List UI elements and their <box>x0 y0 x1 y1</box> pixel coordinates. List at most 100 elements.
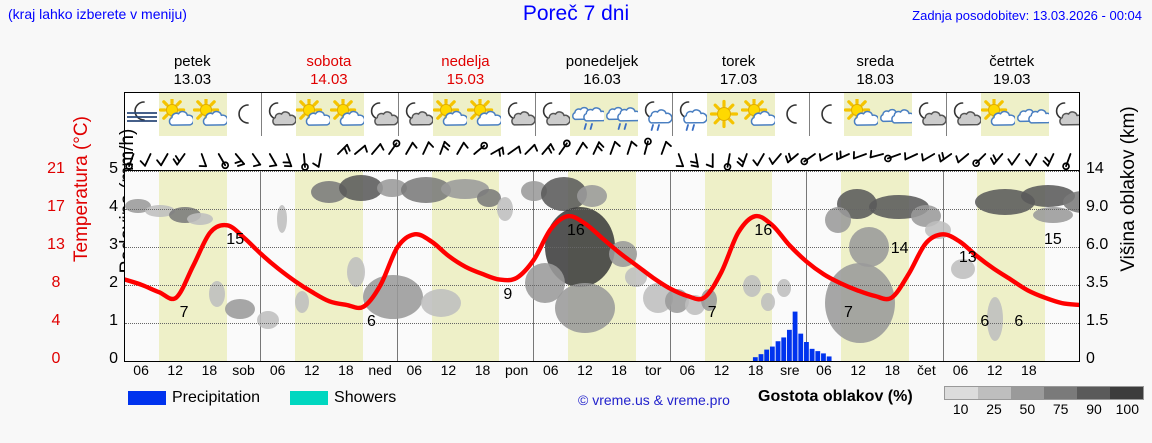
precipitation-bar <box>764 349 770 361</box>
wind-barb <box>660 140 672 155</box>
cloud-blob <box>625 267 647 287</box>
precipitation-bar <box>821 353 826 361</box>
cloud-height-tick-5: 0 <box>1086 350 1095 367</box>
temp-extreme-label-8: 14 <box>890 240 909 258</box>
wind-barb <box>705 153 714 168</box>
cloud-density-step-3 <box>1044 387 1077 399</box>
cloud-height-tick-1: 9.0 <box>1086 198 1109 215</box>
meteogram-plot: 71569167167146131568 <box>124 170 1080 362</box>
wind-barb <box>972 153 987 168</box>
temp-extreme-label-12: 6 <box>980 312 990 330</box>
cloud-blob <box>339 175 383 201</box>
cloud-density-step-2 <box>1011 387 1044 399</box>
time-axis-hour-label: 12 <box>577 362 593 378</box>
cloud-density-tick-5: 100 <box>1115 401 1139 417</box>
wind-barb <box>371 143 385 155</box>
gridline <box>125 171 1079 172</box>
wind-barb <box>251 153 262 168</box>
cloud-icon <box>878 93 912 136</box>
time-axis-day-4: 06 12 18 sre <box>670 362 807 384</box>
wind-barb <box>869 150 884 159</box>
moon-icon <box>227 93 261 136</box>
precipitation-tick-4: 1 <box>109 312 118 329</box>
gridline <box>125 323 1079 324</box>
icon-day-4 <box>673 93 810 136</box>
cloud-density-tick-4: 90 <box>1086 401 1102 417</box>
time-axis-hour-label: 12 <box>304 362 320 378</box>
cloud-density-scale: 10 25 50 75 90 100 <box>944 386 1144 417</box>
plot-slot <box>704 171 739 361</box>
wind-barb <box>217 153 230 170</box>
plot-slot <box>738 171 773 361</box>
temp-extreme-label-1: 15 <box>226 231 245 249</box>
moon-cloud-icon <box>501 93 535 136</box>
time-axis-hour-label: 12 <box>986 362 1003 378</box>
wind-barb <box>690 153 699 168</box>
wind-barb <box>439 140 451 155</box>
day-name: nedelja <box>441 53 490 70</box>
wind-barb <box>675 153 685 168</box>
wind-barb <box>835 150 850 161</box>
moon-icon <box>810 93 844 136</box>
cloud-density-tick-1: 25 <box>986 401 1002 417</box>
cloud-blob <box>311 181 347 203</box>
time-axis-day-label: sre <box>780 362 800 378</box>
day-date: 16.03 <box>583 71 621 88</box>
cloud-blob <box>257 311 279 329</box>
wind-barb <box>558 139 571 155</box>
precipitation-bar <box>792 311 798 361</box>
sun-cloud-icon <box>159 93 193 136</box>
day-header-6: četrtek 19.03 <box>943 52 1080 90</box>
icon-day-1 <box>262 93 399 136</box>
time-axis-hour-label: 18 <box>1021 362 1037 378</box>
precipitation-bar <box>815 351 821 361</box>
cloud-blob <box>521 181 547 201</box>
time-axis-hour-label: 18 <box>201 362 218 378</box>
temperature-curve-layer <box>125 213 1079 311</box>
cloud-blob <box>541 177 587 211</box>
cloud-blob <box>477 189 501 207</box>
cloud-blob <box>1021 185 1075 207</box>
wind-barb <box>388 139 401 155</box>
wind-barb <box>938 151 953 163</box>
precipitation-bar <box>786 329 792 361</box>
day-header-1: sobota 14.03 <box>261 52 398 90</box>
icon-day-2 <box>399 93 536 136</box>
cloud-blob <box>347 257 365 287</box>
precipitation-legend: Precipitation Showers <box>128 389 396 407</box>
temperature-tick-3: 8 <box>51 274 61 291</box>
day-name: sreda <box>856 53 894 70</box>
wind-barb <box>1042 153 1055 167</box>
day-name: torek <box>721 53 756 70</box>
wind-barb <box>818 153 833 162</box>
cloud-height-tick-3: 3.5 <box>1086 274 1109 291</box>
temperature-tick-1: 17 <box>47 198 65 215</box>
cloud-density-step-1 <box>978 387 1011 399</box>
wind-barb <box>125 153 135 170</box>
gridlines <box>125 171 1079 361</box>
moon-cloud-icon <box>1049 93 1079 136</box>
wind-barb <box>282 153 293 168</box>
time-axis-hour-label: 18 <box>611 362 627 378</box>
moon-cloud-rain-icon <box>638 93 672 136</box>
wind-barb <box>626 140 638 155</box>
precipitation-legend-label: Precipitation <box>172 389 261 406</box>
plot-day-0 <box>125 171 262 361</box>
copyright-text[interactable]: © vreme.us & vreme.pro <box>578 392 730 408</box>
temp-extreme-label-5: 7 <box>707 303 717 321</box>
wind-barb <box>198 153 208 168</box>
cloud-blob <box>577 185 607 207</box>
wind-barb <box>921 153 936 162</box>
gridline <box>125 285 1079 286</box>
precipitation-bar <box>781 337 787 361</box>
wind-barbs-svg <box>125 137 1072 170</box>
sun-cloud-icon <box>330 93 364 136</box>
cloud-blob <box>209 281 225 307</box>
wind-barb <box>884 153 902 163</box>
wind-barb <box>955 153 970 164</box>
moon-cloud-icon <box>399 93 433 136</box>
day-date: 13.03 <box>173 71 212 88</box>
precipitation-bar <box>775 341 781 361</box>
sun-cloud-icon <box>193 93 227 136</box>
cloud-height-tick-2: 6.0 <box>1086 236 1109 253</box>
